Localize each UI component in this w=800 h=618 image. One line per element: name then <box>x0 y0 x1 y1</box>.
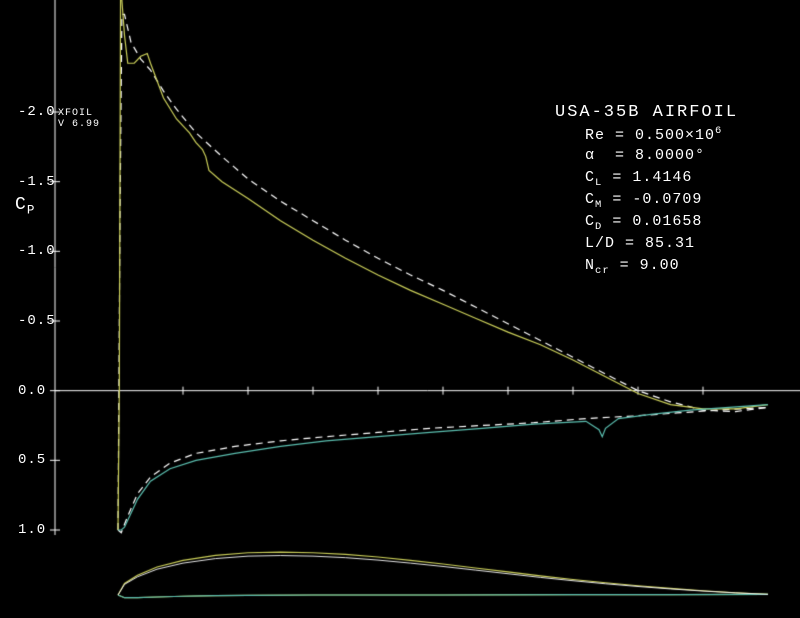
info-row: L/D = 85.31 <box>585 235 695 252</box>
info-row: Re = 0.500×106 <box>585 125 722 144</box>
info-row: CM = -0.0709 <box>585 191 702 211</box>
info-row: α = 8.0000° <box>585 147 705 164</box>
y-tick-label: -2.0 <box>18 104 56 120</box>
y-tick-label: 1.0 <box>18 522 46 538</box>
info-row: CD = 0.01658 <box>585 213 702 233</box>
cp-axis-title: CP <box>15 195 35 218</box>
y-tick-label: 0.0 <box>18 383 46 399</box>
y-tick-label: -1.5 <box>18 174 56 190</box>
airfoil-title: USA-35B AIRFOIL <box>555 103 738 122</box>
y-tick-label: -0.5 <box>18 313 56 329</box>
cp-plot-canvas <box>0 0 800 618</box>
info-row: Ncr = 9.00 <box>585 257 680 277</box>
y-tick-label: 0.5 <box>18 452 46 468</box>
program-version-label: XFOIL V 6.99 <box>58 108 100 130</box>
info-row: CL = 1.4146 <box>585 169 692 189</box>
y-tick-label: -1.0 <box>18 243 56 259</box>
